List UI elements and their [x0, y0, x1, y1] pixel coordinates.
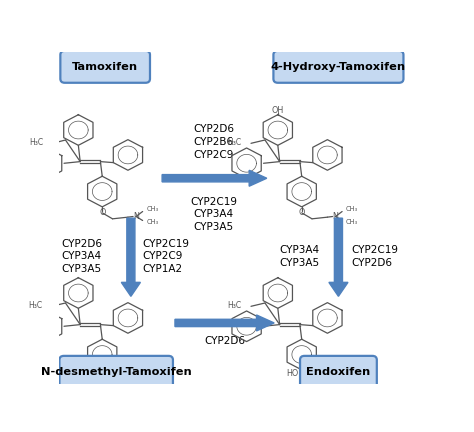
- Text: O: O: [300, 372, 306, 380]
- Text: OH: OH: [272, 106, 284, 115]
- Text: NH: NH: [335, 375, 346, 384]
- Text: Tamoxifen: Tamoxifen: [72, 62, 138, 72]
- Text: CYP2C19
CYP2C9
CYP1A2: CYP2C19 CYP2C9 CYP1A2: [142, 238, 189, 274]
- Polygon shape: [162, 170, 267, 186]
- FancyBboxPatch shape: [273, 51, 403, 83]
- Text: H₃C: H₃C: [29, 138, 44, 147]
- FancyBboxPatch shape: [59, 356, 173, 388]
- Text: H₃C: H₃C: [28, 301, 42, 310]
- Text: NH₂: NH₂: [135, 377, 150, 386]
- Text: O: O: [99, 372, 105, 380]
- Text: H₃C: H₃C: [228, 138, 242, 147]
- Text: O: O: [299, 208, 305, 217]
- Text: H₃C: H₃C: [228, 301, 242, 310]
- Text: HO: HO: [286, 369, 298, 378]
- Polygon shape: [329, 218, 348, 296]
- Text: CH₃: CH₃: [146, 206, 158, 212]
- Text: Endoxifen: Endoxifen: [306, 367, 371, 377]
- Polygon shape: [175, 315, 274, 331]
- Text: CH₃: CH₃: [346, 206, 358, 212]
- Text: CH₃: CH₃: [146, 219, 158, 226]
- Text: N: N: [133, 212, 139, 221]
- Text: CYP3A4
CYP3A5: CYP3A4 CYP3A5: [280, 245, 320, 268]
- Text: N: N: [333, 212, 338, 221]
- Text: 4-Hydroxy-Tamoxifen: 4-Hydroxy-Tamoxifen: [271, 62, 406, 72]
- Text: CYP2D6
CYP3A4
CYP3A5: CYP2D6 CYP3A4 CYP3A5: [61, 238, 102, 274]
- Text: N-desmethyl-Tamoxifen: N-desmethyl-Tamoxifen: [41, 367, 191, 377]
- Text: CYP2D6: CYP2D6: [204, 336, 245, 346]
- Text: CH₃: CH₃: [345, 372, 357, 378]
- Text: CYP2C19
CYP3A4
CYP3A5: CYP2C19 CYP3A4 CYP3A5: [190, 197, 237, 232]
- Text: O: O: [99, 208, 105, 217]
- FancyBboxPatch shape: [300, 356, 377, 388]
- Polygon shape: [121, 218, 140, 296]
- Text: CH₃: CH₃: [346, 219, 358, 226]
- FancyBboxPatch shape: [60, 51, 150, 83]
- Text: CYP2D6
CYP2B6
CYP2C9: CYP2D6 CYP2B6 CYP2C9: [193, 124, 234, 160]
- Text: CYP2C19
CYP2D6: CYP2C19 CYP2D6: [351, 245, 398, 268]
